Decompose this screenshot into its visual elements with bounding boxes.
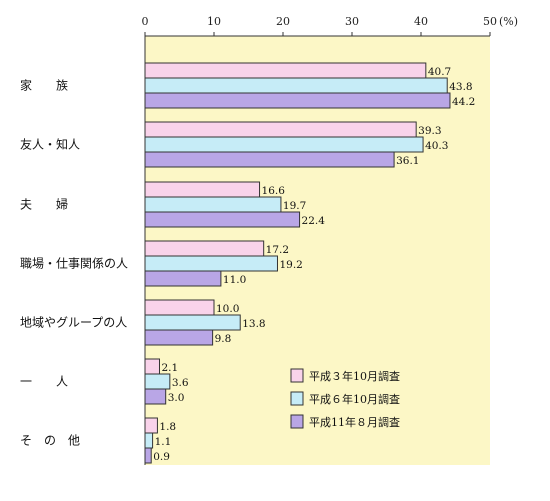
bar-other-series-2 <box>144 432 154 449</box>
value-label: 1.1 <box>155 436 172 448</box>
bar-friends-series-3 <box>144 151 395 168</box>
x-tick-label: 0 <box>142 15 149 28</box>
category-label-family: 家 族 <box>20 78 68 93</box>
category-label-couple: 夫 婦 <box>20 197 68 212</box>
category-label-other: そ の 他 <box>20 434 80 448</box>
value-label: 1.8 <box>159 421 176 433</box>
value-label: 2.1 <box>161 362 178 374</box>
value-label: 36.1 <box>396 155 419 167</box>
value-label: 0.9 <box>153 451 170 463</box>
legend-label-1: 平成３年10月調査 <box>309 369 400 383</box>
value-label: 44.2 <box>452 96 475 108</box>
x-tick-label: 30 <box>345 15 359 28</box>
bar-family-series-2 <box>144 77 448 94</box>
legend-label-3: 平成11年８月調査 <box>309 415 400 429</box>
bar-work-series-1 <box>144 240 265 257</box>
value-label: 39.3 <box>418 125 441 137</box>
value-label: 3.6 <box>172 377 189 389</box>
bar-alone-series-1 <box>144 358 160 375</box>
category-label-friends: 友人・知人 <box>20 138 80 152</box>
value-label: 16.6 <box>262 185 286 197</box>
legend-swatch-1 <box>290 368 304 383</box>
value-label: 17.2 <box>266 244 289 256</box>
bar-other-series-3 <box>144 447 152 464</box>
bar-alone-series-3 <box>144 388 167 405</box>
value-label: 11.0 <box>223 274 246 286</box>
legend-label-2: 平成６年10月調査 <box>309 392 400 406</box>
x-unit-label: (%) <box>499 15 518 28</box>
x-tick-label: 40 <box>414 15 428 28</box>
category-label-community: 地域やグループの人 <box>20 316 127 330</box>
bar-couple-series-2 <box>144 196 282 213</box>
value-label: 22.4 <box>302 215 326 227</box>
x-tick-label: 10 <box>207 15 221 28</box>
bar-work-series-2 <box>144 255 278 272</box>
bars: 40.7 43.8 44.2 39.3 40.3 36.1 16.6 19.7 22.4 17.2… <box>144 62 475 464</box>
value-label: 9.8 <box>215 333 232 345</box>
category-label-alone: 一 人 <box>20 375 68 389</box>
value-label: 40.3 <box>425 140 448 152</box>
value-label: 19.7 <box>283 200 306 212</box>
bar-community-series-3 <box>144 329 214 346</box>
bar-friends-series-2 <box>144 136 424 153</box>
bar-community-series-2 <box>144 314 241 331</box>
value-label: 40.7 <box>428 66 451 78</box>
value-label: 3.0 <box>168 392 185 404</box>
bar-community-series-1 <box>144 299 215 316</box>
bar-family-series-1 <box>144 62 427 79</box>
value-label: 10.0 <box>216 303 239 315</box>
value-label: 13.8 <box>242 318 265 330</box>
value-label: 43.8 <box>449 81 472 93</box>
bar-friends-series-1 <box>144 121 417 138</box>
bar-family-series-3 <box>144 92 451 109</box>
x-tick-label: 20 <box>276 15 290 28</box>
category-label-work: 職場・仕事関係の人 <box>20 257 128 271</box>
bar-couple-series-1 <box>144 181 261 198</box>
bar-couple-series-3 <box>144 211 301 228</box>
x-tick-label: 50 <box>483 15 497 28</box>
value-label: 19.2 <box>279 259 302 271</box>
bar-alone-series-2 <box>144 373 171 390</box>
bar-other-series-1 <box>144 417 158 434</box>
legend-swatch-2 <box>290 391 304 406</box>
legend-swatch-3 <box>290 414 304 429</box>
bar-work-series-3 <box>144 270 222 287</box>
